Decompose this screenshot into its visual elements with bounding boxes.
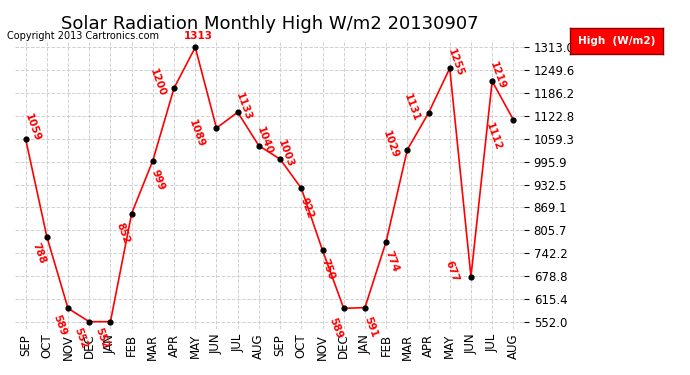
Text: 552: 552 [72,326,89,350]
Point [41,234,52,240]
Point [168,85,179,91]
Point [232,109,243,115]
Point [381,238,392,244]
Text: 922: 922 [299,196,315,220]
Point [296,185,307,191]
Text: 1313: 1313 [184,31,213,41]
Point [253,143,264,149]
Text: 1133: 1133 [234,92,253,122]
Text: 1219: 1219 [488,60,507,91]
Text: 1089: 1089 [188,118,207,149]
Text: 1255: 1255 [446,47,465,78]
Text: 589: 589 [327,316,344,340]
Point [83,319,95,325]
Point [275,156,286,162]
Point [508,117,519,123]
Point [126,210,137,216]
Text: High  (W/m2): High (W/m2) [578,36,656,46]
Point [20,136,31,142]
Text: 788: 788 [30,241,47,265]
Text: 552: 552 [94,326,110,350]
Text: 589: 589 [51,313,68,337]
Text: 750: 750 [319,258,337,282]
Text: Copyright 2013 Cartronics.com: Copyright 2013 Cartronics.com [7,32,159,41]
Text: 591: 591 [362,315,379,339]
Text: 1003: 1003 [276,138,295,169]
Point [466,274,477,280]
Text: 677: 677 [443,259,460,283]
Point [338,305,349,311]
Point [63,305,74,311]
Point [486,78,497,84]
Point [105,319,116,325]
Point [402,147,413,153]
Title: Solar Radiation Monthly High W/m2 20130907: Solar Radiation Monthly High W/m2 201309… [61,15,478,33]
Point [190,44,201,50]
Point [211,125,222,131]
Text: 852: 852 [115,221,132,245]
Text: 1131: 1131 [402,92,422,123]
Text: 999: 999 [150,168,167,192]
Text: 1040: 1040 [255,125,274,156]
Point [444,65,455,71]
Point [317,247,328,253]
Text: 1200: 1200 [148,67,167,98]
Point [423,110,434,116]
Text: 1029: 1029 [381,129,400,159]
Text: 1112: 1112 [484,121,504,152]
Point [148,158,159,164]
Text: 1059: 1059 [23,112,42,143]
Text: 774: 774 [383,249,400,273]
Point [359,304,371,310]
